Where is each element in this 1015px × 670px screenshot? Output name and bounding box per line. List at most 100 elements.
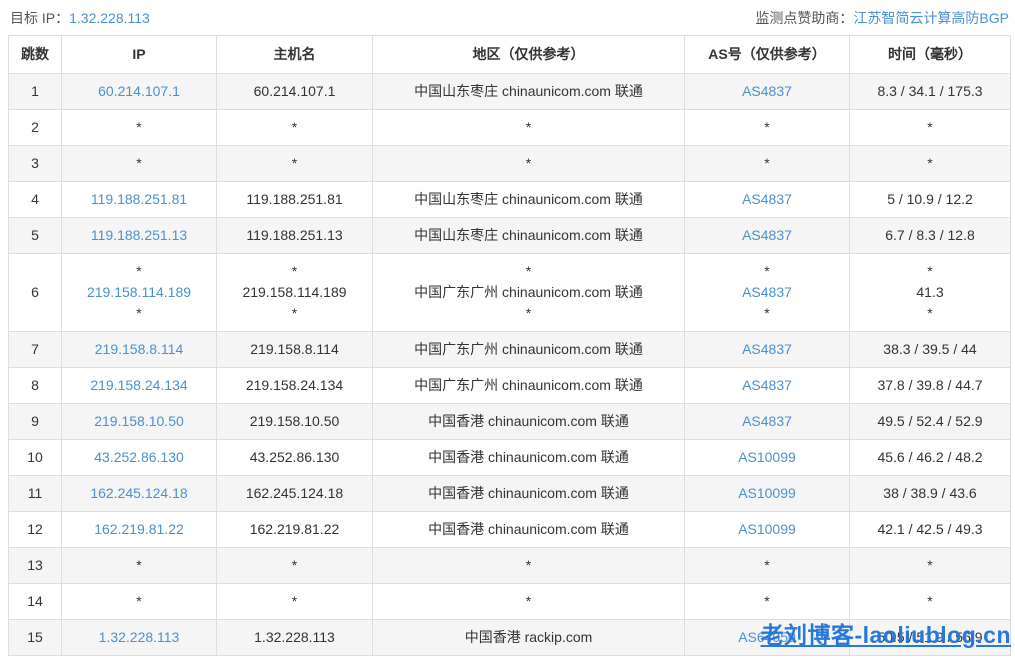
- host-cell: 219.158.10.50: [216, 403, 373, 440]
- ip-link[interactable]: 219.158.10.50: [94, 413, 184, 429]
- hop-cell: 4: [8, 181, 62, 218]
- ip-cell: * 219.158.114.189 *: [61, 253, 217, 332]
- table-row: 15 1.32.228.113 1.32.228.113 中国香港 rackip.co…: [8, 619, 1011, 656]
- asn-link[interactable]: AS64050: [738, 629, 796, 645]
- hop-cell: 7: [8, 331, 62, 368]
- asn-cell: AS4837: [684, 73, 850, 110]
- table-row: 7 219.158.8.114 219.158.8.114 中国广东广州 chinau…: [8, 331, 1011, 368]
- asn-link[interactable]: AS4837: [742, 284, 792, 300]
- asn-cell: AS10099: [684, 475, 850, 512]
- sponsor-link[interactable]: 江苏智简云计算高防BGP: [853, 10, 1009, 26]
- table-row: 4 119.188.251.81 119.188.251.81 中国山东枣庄 chin…: [8, 181, 1011, 218]
- asn-link[interactable]: AS10099: [738, 521, 796, 537]
- ip-link[interactable]: 119.188.251.81: [90, 191, 188, 207]
- target-ip-link[interactable]: 1.32.228.113: [69, 10, 150, 26]
- column-header-5: 时间（毫秒）: [849, 35, 1011, 74]
- asn-cell: AS4837: [684, 217, 850, 254]
- ip-link[interactable]: 60.214.107.1: [98, 83, 180, 99]
- column-header-0: 跳数: [8, 35, 62, 74]
- asn-cell: AS10099: [684, 439, 850, 476]
- hop-cell: 5: [8, 217, 62, 254]
- column-header-2: 主机名: [216, 35, 373, 74]
- region-cell: 中国山东枣庄 chinaunicom.com 联通: [372, 73, 685, 110]
- ip-link[interactable]: 219.158.114.189: [86, 284, 192, 300]
- table-row: 13 * * * * *: [8, 547, 1011, 584]
- ip-cell: *: [61, 109, 217, 146]
- hop-cell: 6: [8, 253, 62, 332]
- region-cell: * 中国广东广州 chinaunicom.com 联通 *: [372, 253, 685, 332]
- host-cell: 119.188.251.81: [216, 181, 373, 218]
- host-cell: 119.188.251.13: [216, 217, 373, 254]
- table-row: 5 119.188.251.13 119.188.251.13 中国山东枣庄 chin…: [8, 217, 1011, 254]
- asn-cell: *: [684, 583, 850, 620]
- table-row: 11 162.245.124.18 162.245.124.18 中国香港 china…: [8, 475, 1011, 512]
- time-cell: 42.1 / 42.5 / 49.3: [849, 511, 1011, 548]
- asn-link[interactable]: AS4837: [742, 413, 792, 429]
- time-cell: 37.8 / 39.8 / 44.7: [849, 367, 1011, 404]
- region-cell: 中国山东枣庄 chinaunicom.com 联通: [372, 217, 685, 254]
- ip-cell: *: [61, 547, 217, 584]
- hop-cell: 9: [8, 403, 62, 440]
- ip-cell: 119.188.251.13: [61, 217, 217, 254]
- table-row: 3 * * * * *: [8, 145, 1011, 182]
- ip-link[interactable]: 119.188.251.13: [90, 227, 188, 243]
- ip-cell: 219.158.8.114: [61, 331, 217, 368]
- region-cell: 中国香港 chinaunicom.com 联通: [372, 439, 685, 476]
- hop-cell: 10: [8, 439, 62, 476]
- time-cell: 8.3 / 34.1 / 175.3: [849, 73, 1011, 110]
- ip-cell: *: [61, 583, 217, 620]
- asn-link[interactable]: AS4837: [742, 83, 792, 99]
- table-row: 14 * * * * *: [8, 583, 1011, 620]
- hop-cell: 12: [8, 511, 62, 548]
- hop-cell: 14: [8, 583, 62, 620]
- host-cell: 162.245.124.18: [216, 475, 373, 512]
- column-header-1: IP: [61, 35, 217, 74]
- hop-cell: 8: [8, 367, 62, 404]
- hop-cell: 3: [8, 145, 62, 182]
- table-row: 9 219.158.10.50 219.158.10.50 中国香港 chinauni…: [8, 403, 1011, 440]
- ip-cell: 162.219.81.22: [61, 511, 217, 548]
- asn-link[interactable]: AS4837: [742, 377, 792, 393]
- host-cell: 43.252.86.130: [216, 439, 373, 476]
- hop-cell: 2: [8, 109, 62, 146]
- ip-cell: 1.32.228.113: [61, 619, 217, 656]
- ip-link[interactable]: 219.158.24.134: [90, 377, 188, 393]
- region-cell: 中国香港 chinaunicom.com 联通: [372, 511, 685, 548]
- region-cell: 中国广东广州 chinaunicom.com 联通: [372, 367, 685, 404]
- ip-link[interactable]: 162.245.124.18: [90, 485, 188, 501]
- ip-cell: *: [61, 145, 217, 182]
- ip-link[interactable]: 219.158.8.114: [94, 341, 184, 357]
- asn-cell: *: [684, 109, 850, 146]
- asn-link[interactable]: AS4837: [742, 341, 792, 357]
- region-cell: 中国广东广州 chinaunicom.com 联通: [372, 331, 685, 368]
- time-cell: 38.3 / 39.5 / 44: [849, 331, 1011, 368]
- host-cell: *: [216, 547, 373, 584]
- ip-cell: 219.158.24.134: [61, 367, 217, 404]
- region-cell: 中国香港 chinaunicom.com 联通: [372, 403, 685, 440]
- traceroute-table: 跳数 IP 主机名 地区（仅供参考） AS号（仅供参考） 时间（毫秒） 1 60.214.1…: [8, 35, 1011, 656]
- asn-cell: AS4837: [684, 367, 850, 404]
- sponsor: 监测点赞助商：江苏智简云计算高防BGP: [755, 8, 1009, 28]
- time-cell: *: [849, 109, 1011, 146]
- ip-cell: 219.158.10.50: [61, 403, 217, 440]
- ip-link[interactable]: 162.219.81.22: [94, 521, 184, 537]
- asn-link[interactable]: AS10099: [738, 449, 796, 465]
- ip-link[interactable]: 1.32.228.113: [98, 629, 180, 645]
- host-cell: *: [216, 109, 373, 146]
- asn-link[interactable]: AS4837: [742, 191, 792, 207]
- ip-cell: 119.188.251.81: [61, 181, 217, 218]
- hop-cell: 1: [8, 73, 62, 110]
- asn-cell: AS64050: [684, 619, 850, 656]
- host-cell: 162.219.81.22: [216, 511, 373, 548]
- table-row: 8 219.158.24.134 219.158.24.134 中国广东广州 chin…: [8, 367, 1011, 404]
- asn-cell: AS10099: [684, 511, 850, 548]
- region-cell: *: [372, 583, 685, 620]
- asn-link[interactable]: AS10099: [738, 485, 796, 501]
- asn-link[interactable]: AS4837: [742, 227, 792, 243]
- ip-link[interactable]: 43.252.86.130: [94, 449, 184, 465]
- column-header-3: 地区（仅供参考）: [372, 35, 685, 74]
- time-cell: *: [849, 583, 1011, 620]
- column-header-4: AS号（仅供参考）: [684, 35, 850, 74]
- region-cell: *: [372, 145, 685, 182]
- time-cell: * 41.3 *: [849, 253, 1011, 332]
